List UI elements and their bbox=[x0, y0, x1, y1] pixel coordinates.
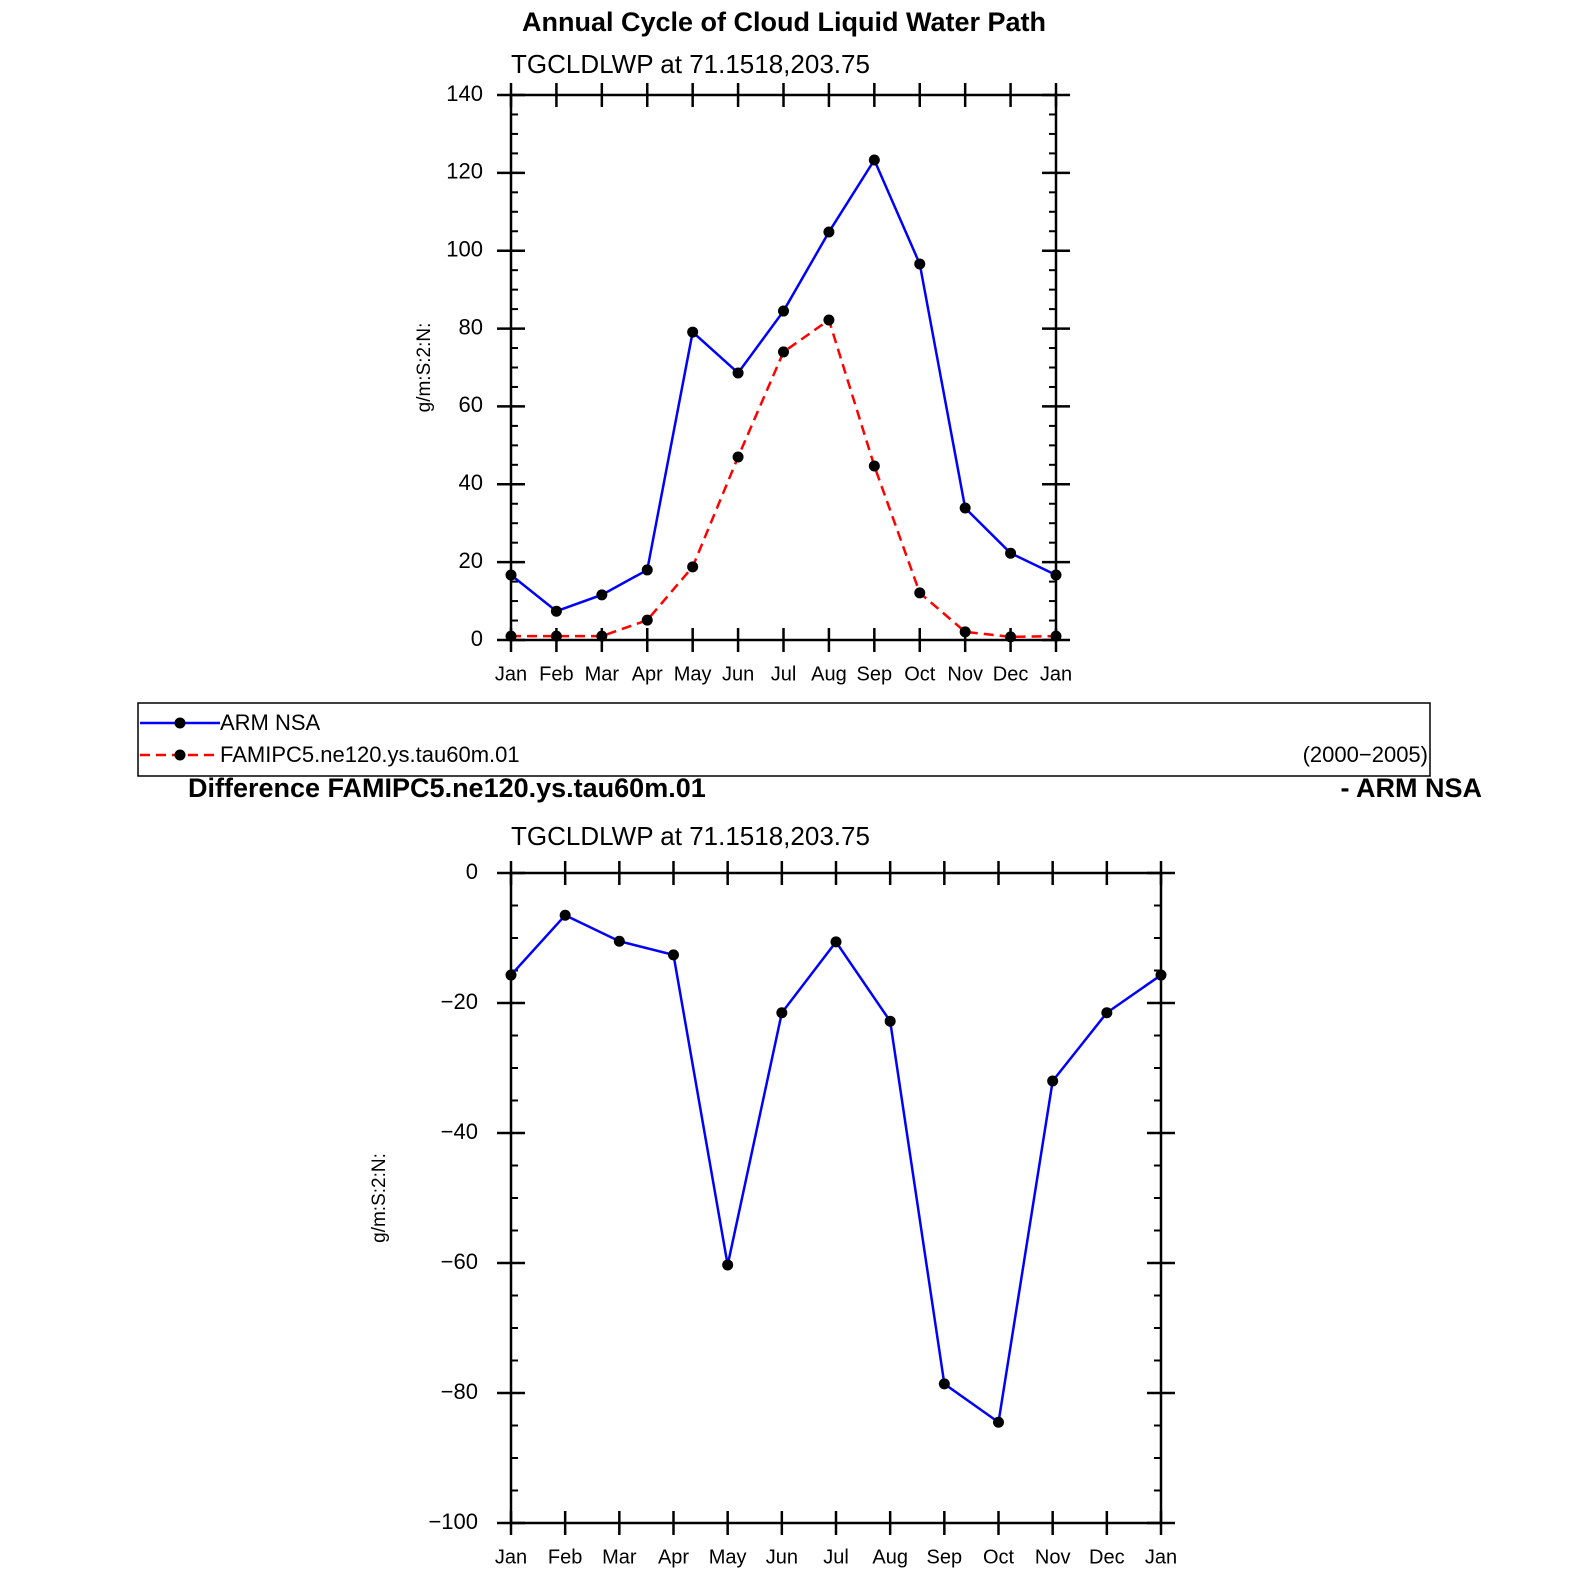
point bbox=[868, 154, 880, 166]
chart-title: Difference FAMIPC5.ne120.ys.tau60m.01 bbox=[188, 773, 706, 803]
point bbox=[1005, 547, 1017, 559]
y-tick-label: −20 bbox=[441, 989, 478, 1014]
x-tick-label: May bbox=[709, 1546, 747, 1568]
point bbox=[596, 589, 608, 601]
point bbox=[1050, 630, 1062, 642]
chart-title: Annual Cycle of Cloud Liquid Water Path bbox=[522, 7, 1046, 37]
point bbox=[668, 949, 679, 961]
legend-marker bbox=[174, 749, 186, 761]
y-tick-label: −80 bbox=[441, 1379, 478, 1404]
legend-label: FAMIPC5.ne120.ys.tau60m.01 bbox=[220, 742, 520, 767]
y-tick-label: −60 bbox=[441, 1249, 478, 1274]
x-tick-label: Jul bbox=[823, 1546, 849, 1568]
point bbox=[938, 1378, 950, 1390]
x-tick-label: Jun bbox=[766, 1546, 798, 1568]
x-tick-label: Jul bbox=[771, 663, 797, 685]
point bbox=[732, 367, 744, 379]
x-tick-label: Aug bbox=[872, 1546, 908, 1568]
point bbox=[776, 1007, 788, 1019]
x-tick-label: Dec bbox=[993, 663, 1029, 685]
point bbox=[613, 935, 625, 947]
point bbox=[823, 226, 835, 238]
y-tick-label: 80 bbox=[459, 314, 483, 339]
plot-frame bbox=[509, 93, 1058, 642]
legend-marker bbox=[174, 717, 186, 729]
point bbox=[550, 630, 562, 642]
x-tick-label: Jan bbox=[495, 1546, 527, 1568]
point bbox=[993, 1416, 1004, 1428]
point bbox=[732, 451, 744, 463]
point bbox=[884, 1015, 896, 1027]
y-tick-label: 60 bbox=[459, 392, 483, 417]
point bbox=[641, 564, 653, 576]
point bbox=[559, 909, 571, 921]
x-tick-label: Nov bbox=[947, 663, 983, 685]
x-tick-label: Sep bbox=[857, 663, 893, 685]
chart-subtitle: TGCLDLWP at 71.1518,203.75 bbox=[511, 49, 870, 79]
point bbox=[914, 587, 926, 599]
x-tick-label: Sep bbox=[927, 1546, 963, 1568]
point bbox=[722, 1259, 734, 1271]
x-tick-label: Jan bbox=[495, 663, 527, 685]
point bbox=[959, 626, 971, 638]
point bbox=[830, 936, 842, 948]
y-tick-label: 100 bbox=[446, 237, 483, 262]
x-tick-label: Feb bbox=[548, 1546, 582, 1568]
chart-subtitle: TGCLDLWP at 71.1518,203.75 bbox=[511, 821, 870, 851]
point bbox=[778, 346, 789, 358]
y-tick-label: 0 bbox=[471, 626, 483, 651]
point bbox=[1047, 1075, 1059, 1087]
x-tick-label: Mar bbox=[602, 1546, 637, 1568]
x-tick-label: Aug bbox=[811, 663, 847, 685]
x-tick-label: May bbox=[674, 663, 712, 685]
point bbox=[687, 561, 699, 573]
x-tick-label: Oct bbox=[904, 663, 936, 685]
x-tick-label: Mar bbox=[585, 663, 620, 685]
y-tick-label: 0 bbox=[466, 859, 478, 884]
legend-box bbox=[137, 702, 1431, 777]
point bbox=[823, 314, 835, 326]
legend-label: ARM NSA bbox=[220, 710, 321, 735]
point bbox=[959, 502, 971, 514]
point bbox=[505, 969, 517, 981]
point bbox=[914, 258, 926, 270]
x-tick-label: Jan bbox=[1040, 663, 1072, 685]
point bbox=[1101, 1007, 1113, 1019]
x-tick-label: Dec bbox=[1089, 1546, 1125, 1568]
series-line bbox=[511, 317, 1057, 639]
x-tick-label: Jan bbox=[1145, 1546, 1177, 1568]
point bbox=[641, 614, 653, 626]
point bbox=[505, 569, 517, 581]
series-line bbox=[510, 913, 1162, 1425]
legend-note: (2000−2005) bbox=[1303, 742, 1428, 767]
point bbox=[868, 460, 880, 472]
point bbox=[1155, 969, 1167, 981]
x-tick-label: Nov bbox=[1035, 1546, 1071, 1568]
y-tick-label: −40 bbox=[441, 1119, 478, 1144]
x-tick-label: Apr bbox=[658, 1546, 689, 1568]
y-axis-label: g/m:S:2:N: bbox=[369, 1153, 390, 1243]
point bbox=[596, 630, 608, 642]
x-tick-label: Oct bbox=[983, 1546, 1015, 1568]
y-tick-label: 140 bbox=[446, 81, 483, 106]
point bbox=[687, 326, 699, 338]
chart-title-suffix: - ARM NSA bbox=[1341, 773, 1483, 803]
y-tick-label: −100 bbox=[428, 1509, 478, 1534]
x-tick-label: Jun bbox=[722, 663, 754, 685]
y-axis-label: g/m:S:2:N: bbox=[414, 323, 435, 413]
plot-frame bbox=[509, 871, 1163, 1525]
point bbox=[505, 630, 517, 642]
y-tick-label: 120 bbox=[446, 159, 483, 184]
y-tick-label: 20 bbox=[459, 548, 483, 573]
point bbox=[778, 305, 789, 317]
point bbox=[1050, 569, 1062, 581]
y-tick-label: 40 bbox=[459, 470, 483, 495]
series-line bbox=[510, 157, 1057, 613]
point bbox=[1005, 631, 1017, 643]
x-tick-label: Feb bbox=[539, 663, 573, 685]
x-tick-label: Apr bbox=[632, 663, 663, 685]
point bbox=[550, 605, 562, 617]
